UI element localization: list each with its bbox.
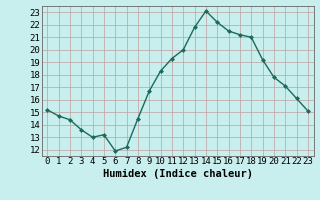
X-axis label: Humidex (Indice chaleur): Humidex (Indice chaleur)	[103, 169, 252, 179]
